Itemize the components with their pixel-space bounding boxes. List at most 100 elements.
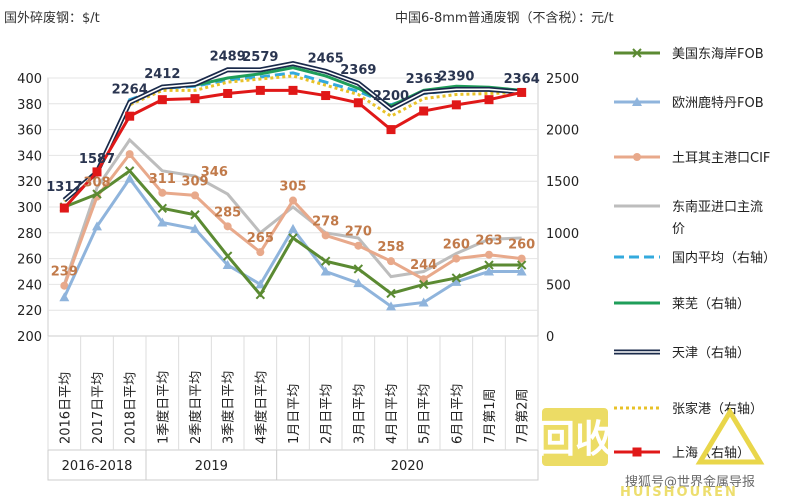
data-label: 2364	[504, 72, 540, 87]
data-point	[157, 95, 167, 105]
legend-label: 美国东海岸FOB	[672, 47, 764, 62]
data-point	[222, 251, 233, 261]
data-point	[124, 173, 135, 183]
data-point	[255, 290, 266, 300]
data-point	[632, 48, 642, 58]
data-point	[353, 278, 364, 288]
data-point	[485, 250, 493, 259]
category-label: 3季度日平均	[221, 371, 237, 444]
category-label: 2季度日平均	[188, 371, 204, 444]
legend-item: 上海（右轴）	[614, 446, 750, 461]
data-point	[190, 94, 200, 104]
series-2	[60, 150, 526, 290]
data-label: 346	[201, 165, 228, 180]
right-tick-label: 1000	[546, 227, 579, 242]
data-label: 309	[181, 174, 208, 189]
data-point	[451, 100, 461, 110]
category-axis: 2016日平均 2017日平均 2018日平均 1季度日平均 2季度日平均 3季度日平均 4…	[47, 335, 539, 481]
series-1	[59, 173, 527, 311]
category-label: 4月日平均	[385, 384, 400, 444]
category-label: 6月日平均	[450, 384, 465, 444]
data-point	[125, 150, 134, 159]
data-label: 2412	[144, 67, 180, 82]
legend-label: 国内平均（右轴）	[672, 250, 776, 266]
data-point	[288, 233, 298, 243]
data-point	[92, 167, 102, 177]
data-point	[516, 266, 527, 276]
data-label: 2489	[210, 50, 246, 65]
data-point	[59, 203, 69, 213]
data-point	[158, 188, 167, 197]
data-point	[452, 254, 461, 263]
series-line	[63, 71, 522, 201]
watermark-brand-cn: 回收	[537, 417, 613, 461]
data-point	[484, 260, 494, 270]
data-point	[418, 279, 429, 290]
data-label: 2200	[373, 89, 409, 104]
data-label: 1317	[46, 180, 82, 195]
left-tick-label: 380	[17, 98, 42, 113]
data-point	[633, 153, 641, 161]
right-tick-label: 1500	[546, 175, 579, 190]
category-label: 4季度日平均	[253, 371, 269, 444]
data-point	[222, 260, 233, 270]
data-point	[255, 279, 266, 289]
data-point	[60, 281, 69, 290]
group-label: 2019	[195, 459, 228, 474]
legend-label: 东南亚进口主流	[672, 199, 763, 215]
data-label: 2465	[308, 51, 344, 66]
data-point	[157, 217, 168, 227]
category-label: 2018日平均	[124, 372, 139, 444]
data-point	[353, 98, 363, 108]
data-point	[386, 288, 396, 299]
legend-item: 天津（右轴）	[614, 346, 750, 361]
data-point	[125, 111, 135, 121]
legend-label: 张家港（右轴）	[672, 401, 763, 417]
data-point	[320, 266, 331, 276]
series-layer	[59, 60, 527, 311]
right-tick-label: 2500	[546, 72, 579, 87]
data-label: 244	[410, 258, 437, 273]
data-point	[288, 223, 298, 233]
watermark-logo-bg	[542, 408, 608, 466]
data-point	[223, 222, 232, 231]
data-label: 311	[149, 172, 176, 187]
data-label: 2363	[406, 72, 442, 87]
series-line	[63, 74, 522, 203]
category-label: 2016日平均	[58, 372, 73, 444]
data-point	[157, 203, 168, 213]
left-tick-label: 300	[17, 201, 42, 216]
data-label: 2579	[242, 50, 278, 65]
data-point	[190, 223, 200, 233]
left-axis-unit: 国外碎废钢：$/t	[4, 10, 100, 26]
left-tick-label: 360	[17, 124, 42, 139]
series-4	[63, 71, 522, 201]
watermark-brand-en: HUISHOUREN	[620, 485, 738, 500]
watermark: 回收 搜狐号@世界金属导报 HUISHOUREN	[537, 407, 765, 500]
data-point	[419, 106, 429, 116]
watermark-mountain-icon	[695, 407, 765, 465]
data-point	[320, 256, 331, 266]
category-label: 2月日平均	[320, 384, 335, 444]
data-point	[191, 191, 199, 200]
right-tick-label: 500	[546, 278, 571, 293]
category-label: 1月日平均	[287, 384, 302, 444]
series-line-inner	[63, 62, 522, 201]
legend-item: 国内平均（右轴）	[614, 250, 776, 266]
data-point	[484, 95, 494, 105]
legend-item: 欧洲鹿特丹FOB	[614, 95, 764, 111]
legend-label: 欧洲鹿特丹FOB	[672, 95, 764, 111]
data-label: 270	[345, 225, 372, 240]
data-point	[517, 87, 527, 97]
group-label: 2020	[391, 459, 424, 474]
category-label: 3月日平均	[352, 384, 367, 444]
category-label: 7月第1周	[483, 388, 498, 444]
data-label: 305	[279, 180, 306, 195]
data-label: 285	[214, 205, 241, 220]
category-label: 1季度日平均	[155, 371, 171, 444]
data-point	[387, 257, 395, 266]
data-label: 2390	[438, 69, 474, 84]
legend-label: 上海（右轴）	[672, 446, 750, 461]
